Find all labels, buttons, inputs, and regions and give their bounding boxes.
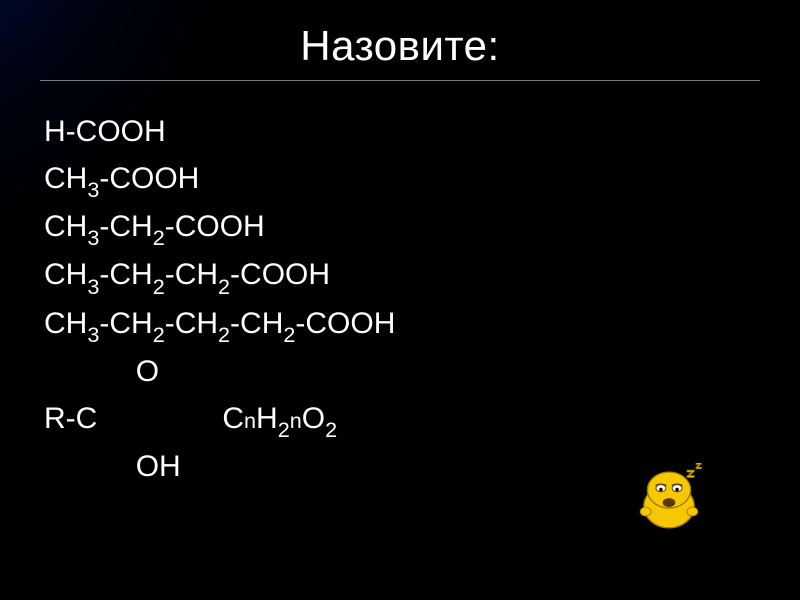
formula-text: CH3-CH2-CH2-COOH (44, 258, 330, 291)
formula-row-4: CH3-CH2-CH2-COOH (44, 252, 800, 300)
slide-container: Назовите: H-COOH CH3-COOH CH3-CH2-COOH C… (0, 0, 800, 600)
formula-text: CH3-CH2-CH2-CH2-COOH (44, 307, 395, 340)
title-divider (40, 80, 760, 81)
slide-title: Назовите: (0, 0, 800, 80)
formula-row-1: H-COOH (44, 109, 800, 156)
gap (97, 402, 222, 435)
formula-text: CH3-COOH (44, 162, 199, 195)
oh-group: OH (136, 450, 181, 483)
o-atom: O (136, 355, 159, 388)
formula-row-5: CH3-CH2-CH2-CH2-COOH (44, 301, 800, 349)
formula-text: CH3-CH2-COOH (44, 210, 265, 243)
indent (44, 450, 136, 483)
structural-line-rc: R-C CnH2nO2 (44, 396, 800, 444)
smiley-icon (633, 463, 705, 535)
indent (44, 355, 136, 388)
formula-text: H-COOH (44, 115, 166, 148)
general-formula: CnH2nO2 (222, 402, 337, 435)
rc-fragment: R-C (44, 402, 97, 435)
formula-row-3: CH3-CH2-COOH (44, 204, 800, 252)
slide-body: H-COOH CH3-COOH CH3-CH2-COOH CH3-CH2-CH2… (0, 109, 800, 491)
structural-line-o: O (44, 349, 800, 396)
formula-row-2: CH3-COOH (44, 156, 800, 204)
